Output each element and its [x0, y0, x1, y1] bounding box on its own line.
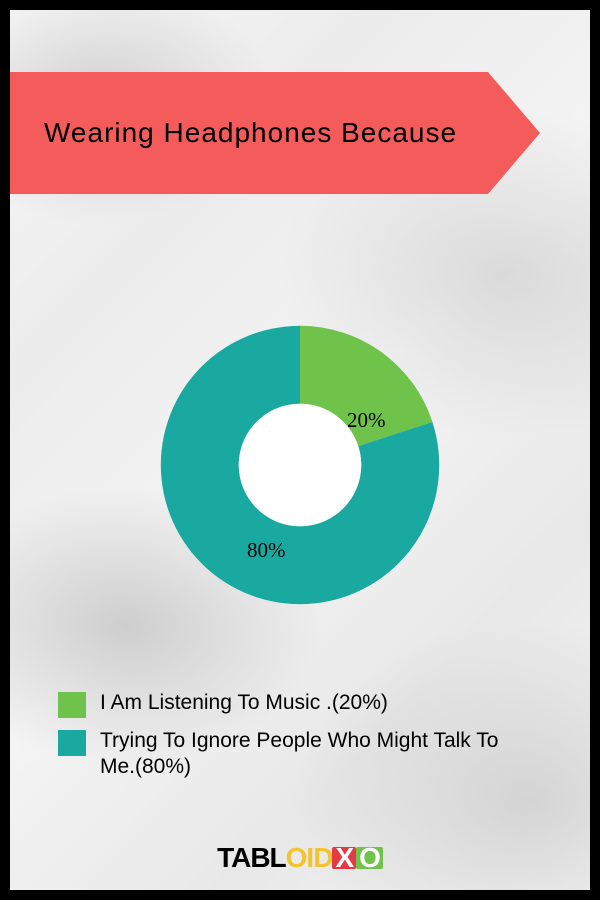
logo-word-1: TABL	[217, 842, 286, 874]
donut-hole	[239, 404, 361, 526]
donut-chart-container: 20% 80%	[10, 320, 590, 610]
page-title: Wearing Headphones Because	[44, 117, 457, 149]
legend-swatch-0	[58, 692, 86, 718]
legend-swatch-1	[58, 730, 86, 756]
slice-label-0: 20%	[347, 408, 386, 433]
title-banner: Wearing Headphones Because	[10, 72, 540, 194]
legend-text-1: Trying To Ignore People Who Might Talk T…	[100, 728, 530, 781]
donut-chart: 20% 80%	[155, 320, 445, 610]
logo-o-icon: O	[356, 847, 383, 869]
legend-text-0: I Am Listening To Music .(20%)	[100, 690, 388, 716]
slice-label-1: 80%	[247, 538, 286, 563]
infographic-frame: Wearing Headphones Because 20% 80% I Am …	[0, 0, 600, 900]
logo-x-icon: X	[332, 847, 356, 869]
donut-svg	[155, 320, 445, 610]
legend-item-0: I Am Listening To Music .(20%)	[58, 690, 542, 718]
brand-logo: TABLOIDXO	[10, 842, 590, 874]
legend-item-1: Trying To Ignore People Who Might Talk T…	[58, 728, 542, 781]
logo-word-2: OID	[286, 842, 333, 874]
banner-body: Wearing Headphones Because	[10, 72, 488, 194]
legend: I Am Listening To Music .(20%) Trying To…	[58, 690, 542, 791]
banner-arrow-icon	[488, 72, 540, 194]
